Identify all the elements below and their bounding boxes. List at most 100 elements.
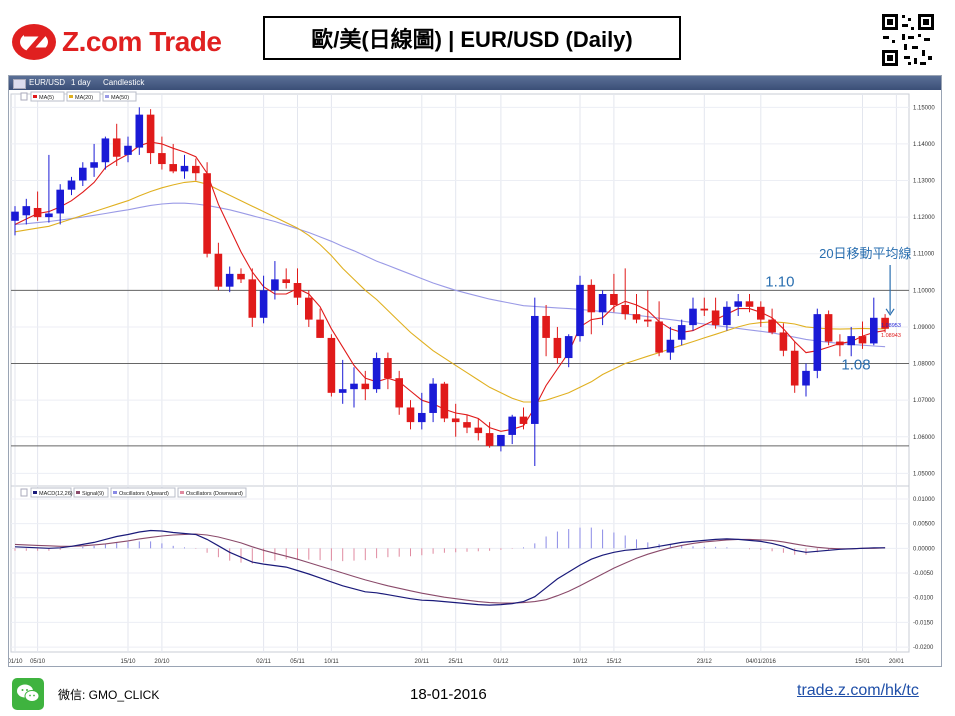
price-y-tick-label: 1.14000 <box>913 142 935 148</box>
candle-body <box>847 336 855 346</box>
last-price-label: 1.08943 <box>881 333 901 339</box>
candle-body <box>666 339 675 353</box>
annotation-ma20: 20日移動平均線 <box>819 246 911 261</box>
price-legend-box <box>66 91 101 102</box>
candle-body <box>531 315 539 424</box>
macd-legend-box <box>73 487 109 498</box>
macd-legend-box <box>30 487 72 498</box>
candle-body <box>576 284 584 337</box>
candle-body <box>429 383 437 413</box>
chart-toolbar: EUR/USD 1 day Candlestick <box>9 76 941 90</box>
candle-body <box>587 284 596 313</box>
flag-icon <box>13 79 26 89</box>
macd-legend-item: MACD(12,26) <box>39 491 73 497</box>
candle-body <box>124 145 132 155</box>
candle-body <box>598 294 607 313</box>
candle-body <box>564 336 573 359</box>
candle-body <box>689 308 697 326</box>
candle-body <box>632 314 641 320</box>
candle-body <box>779 332 788 351</box>
candle-body <box>361 383 370 390</box>
candle-body <box>836 341 844 346</box>
price-legend-item: MA(20) <box>75 95 93 101</box>
macd-y-tick-label: 0.00500 <box>913 522 935 528</box>
macd-collapse-arrow-icon <box>20 488 28 497</box>
macd-y-tick-label: -0.0050 <box>913 571 934 577</box>
x-tick-label: 23/12 <box>697 659 713 665</box>
price-y-tick-label: 1.12000 <box>913 215 935 221</box>
candle-body <box>259 290 268 318</box>
toolbar-chart-style[interactable]: Candlestick <box>103 78 145 87</box>
candle-body <box>350 383 358 390</box>
candle-body <box>700 308 709 311</box>
macd-line <box>14 529 886 606</box>
ma50-line <box>14 202 886 348</box>
price-y-tick-label: 1.07000 <box>913 398 935 404</box>
collapse-arrow-icon <box>20 92 28 101</box>
x-tick-label: 20/01 <box>889 659 905 665</box>
candle-body <box>757 306 765 320</box>
candle-body <box>881 317 889 329</box>
candle-body <box>384 358 392 379</box>
candle-body <box>203 173 211 254</box>
candle-body <box>440 383 449 419</box>
candle-body <box>745 301 754 307</box>
macd-legend-swatch <box>180 491 184 494</box>
price-y-tick-label: 1.09000 <box>913 325 935 331</box>
candle-body <box>734 301 742 307</box>
brand-logo: Z.com Trade <box>10 18 222 66</box>
candle-body <box>768 319 776 333</box>
z-logo-icon <box>12 24 56 60</box>
price-y-tick-label: 1.08000 <box>913 362 935 368</box>
x-tick-label: 01/12 <box>493 659 509 665</box>
wechat-icon <box>12 678 44 710</box>
last-price-label: 1.08953 <box>881 323 901 329</box>
candle-body <box>644 319 652 322</box>
price-legend-swatch <box>69 95 73 98</box>
price-legend-box <box>30 91 65 102</box>
candle-body <box>305 297 313 320</box>
toolbar-symbol[interactable]: EUR/USD <box>29 78 66 87</box>
wechat-contact: 微信: GMO_CLICK <box>12 678 159 710</box>
candle-body <box>870 317 878 344</box>
candle-body <box>542 315 550 338</box>
candle-body <box>723 306 731 326</box>
macd-legend-swatch <box>113 491 117 494</box>
candle-body <box>248 279 257 318</box>
candle-body <box>180 165 189 172</box>
macd-y-tick-label: 0.00000 <box>913 546 935 552</box>
candle-body <box>418 412 426 423</box>
price-y-tick-label: 1.05000 <box>913 471 935 477</box>
candle-body <box>271 279 279 291</box>
candle-body <box>45 213 53 218</box>
price-y-tick-label: 1.11000 <box>913 252 935 258</box>
candle-body <box>225 273 234 287</box>
macd-legend-swatch <box>76 491 80 494</box>
price-y-tick-label: 1.13000 <box>913 179 935 185</box>
annotation-1-10: 1.10 <box>765 273 794 290</box>
candle-body <box>406 407 415 423</box>
macd-legend-item: Signal(9) <box>82 491 104 497</box>
candle-body <box>22 206 31 216</box>
candle-body <box>90 162 98 168</box>
x-tick-label: 05/10 <box>30 659 46 665</box>
x-tick-label: 02/11 <box>256 659 271 665</box>
x-tick-label: 25/11 <box>448 659 463 665</box>
candle-body <box>858 336 867 344</box>
macd-legend-swatch <box>33 491 37 494</box>
candle-body <box>677 325 686 340</box>
candle-body <box>135 114 144 148</box>
candle-body <box>33 207 42 218</box>
candle-body <box>395 378 403 408</box>
candle-body <box>621 304 629 315</box>
toolbar-period[interactable]: 1 day <box>71 78 91 87</box>
candle-body <box>214 253 223 287</box>
candle-body <box>485 433 494 446</box>
candle-body <box>316 319 324 338</box>
chart-window: EUR/USD 1 day Candlestick 01/10 05/10 15/1… <box>8 75 942 667</box>
macd-y-tick-label: -0.0200 <box>913 645 934 651</box>
candle-body <box>338 389 347 393</box>
x-tick-label: 20/10 <box>154 659 170 665</box>
website-link[interactable]: trade.z.com/hk/tc <box>797 682 919 699</box>
price-legend-swatch <box>33 95 37 98</box>
